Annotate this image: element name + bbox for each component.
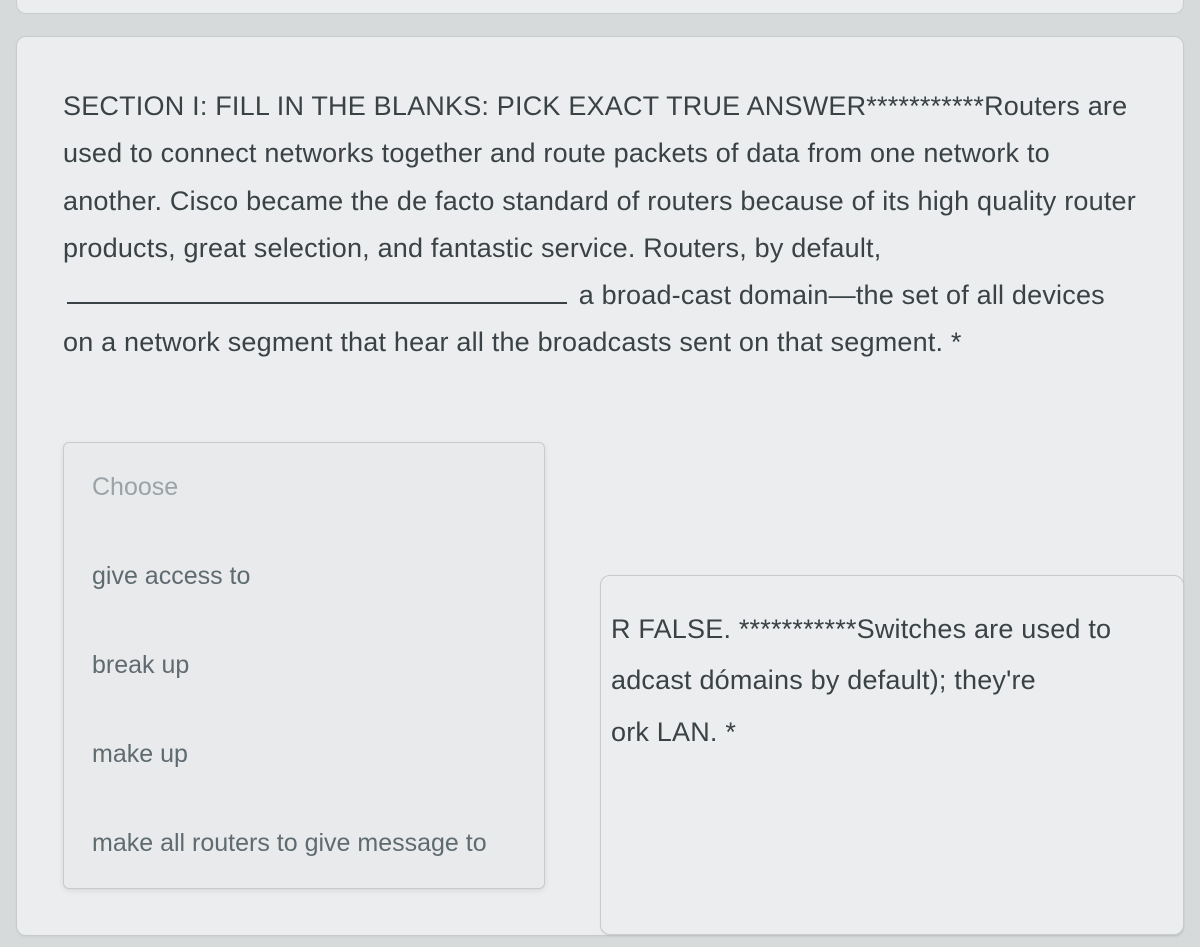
partial-line-3: ork LAN. * <box>611 717 736 747</box>
dropdown-option-break-up[interactable]: break up <box>64 621 544 710</box>
previous-card-edge <box>16 0 1184 14</box>
question-prefix: SECTION I: FILL IN THE BLANKS: PICK EXAC… <box>63 91 1136 263</box>
partial-line-1: R FALSE. ***********Switches are used to <box>611 614 1111 644</box>
next-question-text: R FALSE. ***********Switches are used to… <box>601 604 1153 758</box>
next-question-card-partial: R FALSE. ***********Switches are used to… <box>600 575 1184 935</box>
partial-line-2: adcast dómains by default); they're <box>611 665 1036 695</box>
dropdown-option-give-access-to[interactable]: give access to <box>64 532 544 621</box>
dropdown-placeholder[interactable]: Choose <box>64 443 544 532</box>
dropdown-option-make-all-routers[interactable]: make all routers to give message to <box>64 799 544 888</box>
dropdown-option-make-up[interactable]: make up <box>64 710 544 799</box>
question-text: SECTION I: FILL IN THE BLANKS: PICK EXAC… <box>63 83 1137 367</box>
answer-dropdown[interactable]: Choose give access to break up make up m… <box>63 442 545 889</box>
fill-blank-line <box>67 278 567 304</box>
